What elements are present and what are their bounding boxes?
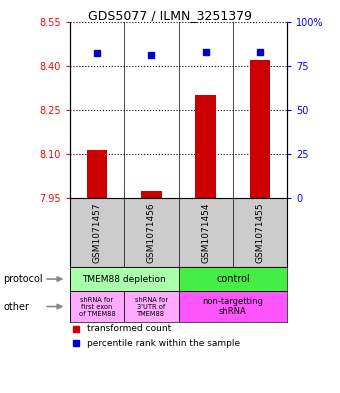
Bar [124, 291, 178, 322]
Bar [141, 191, 162, 198]
Text: GSM1071457: GSM1071457 [92, 202, 101, 263]
Text: shRNA for
first exon
of TMEM88: shRNA for first exon of TMEM88 [79, 297, 115, 316]
Text: non-targetting
shRNA: non-targetting shRNA [202, 297, 264, 316]
Bar [178, 267, 287, 291]
Bar [70, 267, 179, 291]
Text: TMEM88 depletion: TMEM88 depletion [82, 275, 166, 283]
Bar [195, 95, 216, 198]
Text: transformed count: transformed count [87, 324, 171, 333]
Bar [70, 291, 124, 322]
Bar [250, 60, 270, 198]
Text: shRNA for
3'UTR of
TMEM88: shRNA for 3'UTR of TMEM88 [135, 297, 168, 316]
Text: control: control [216, 274, 250, 284]
Text: protocol: protocol [3, 274, 43, 284]
Bar [178, 291, 287, 322]
Text: GSM1071454: GSM1071454 [201, 203, 210, 263]
Text: GSM1071455: GSM1071455 [256, 202, 265, 263]
Text: other: other [3, 301, 29, 312]
Text: percentile rank within the sample: percentile rank within the sample [87, 339, 240, 348]
Text: GSM1071456: GSM1071456 [147, 202, 156, 263]
Bar [87, 150, 107, 198]
Text: GDS5077 / ILMN_3251379: GDS5077 / ILMN_3251379 [88, 9, 252, 22]
